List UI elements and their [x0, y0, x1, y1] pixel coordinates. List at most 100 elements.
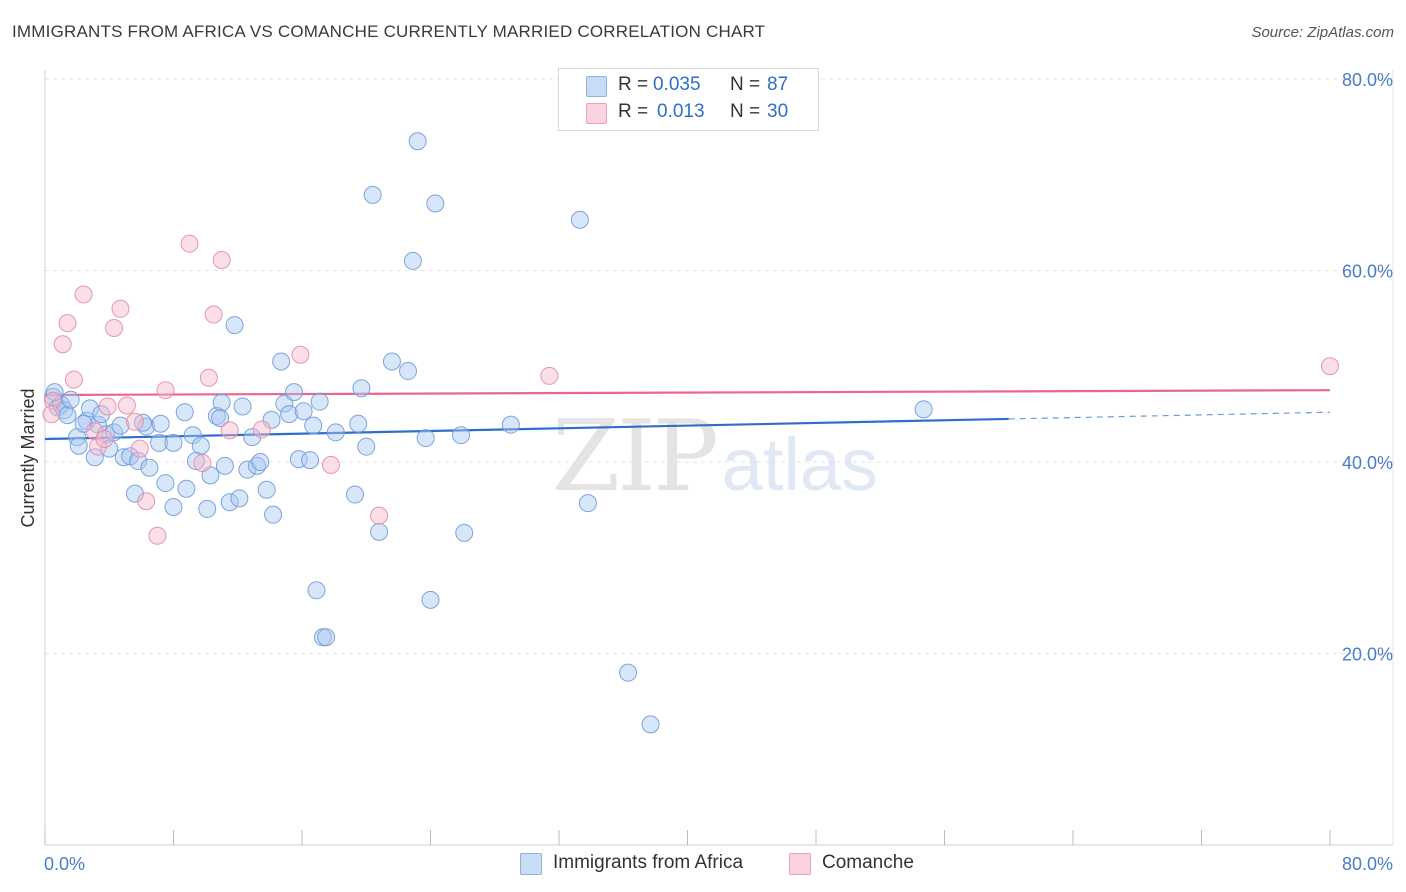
y-tick-label: 20.0% — [1342, 645, 1393, 665]
comanche-point — [193, 453, 212, 472]
bottom-legend-swatch-africa — [520, 853, 542, 875]
africa-point — [215, 456, 234, 475]
africa-point — [80, 399, 99, 418]
africa-point — [408, 132, 427, 151]
africa-point — [641, 715, 660, 734]
legend-r-label: R = — [618, 74, 649, 95]
africa-point — [264, 505, 283, 524]
africa-point — [211, 408, 230, 427]
africa-point — [304, 416, 323, 435]
africa-point — [399, 362, 418, 381]
comanche-point — [291, 345, 310, 364]
africa-point — [501, 415, 520, 434]
comanche-trend-line — [44, 389, 1331, 397]
africa-point — [114, 448, 133, 467]
africa-point — [151, 414, 170, 433]
africa-point — [403, 251, 422, 270]
africa-point — [207, 407, 226, 426]
africa-point — [426, 194, 445, 213]
africa-point — [257, 480, 276, 499]
africa-point — [92, 405, 111, 424]
x-tick-label-min: 0.0% — [44, 854, 85, 874]
comanche-point — [89, 437, 108, 456]
legend-r-label: R = — [618, 101, 649, 122]
points-layer — [42, 132, 1339, 734]
comanche-point — [42, 405, 61, 424]
comanche-point — [1321, 357, 1339, 376]
legend-r-value: 0.013 — [657, 101, 705, 122]
legend-swatch-comanche — [586, 103, 607, 124]
comanche-point — [370, 506, 389, 525]
comanche-point — [125, 412, 144, 431]
comanche-point — [95, 430, 114, 449]
legend-n-label: N = — [730, 74, 761, 95]
comanche-point — [85, 422, 104, 441]
africa-point — [416, 429, 435, 448]
comanche-point — [58, 314, 77, 333]
comanche-point — [137, 492, 156, 511]
comanche-point — [53, 335, 72, 354]
comanche-point — [321, 455, 340, 474]
africa-point — [262, 410, 281, 429]
comanche-point — [180, 234, 199, 253]
africa-point — [578, 494, 597, 513]
africa-point — [421, 590, 440, 609]
africa-point — [175, 403, 194, 422]
africa-point — [363, 185, 382, 204]
legend-r-value: 0.035 — [653, 74, 701, 95]
trend-layer — [44, 389, 1331, 441]
africa-point — [233, 397, 252, 416]
legend-n-value: 30 — [767, 101, 789, 122]
africa-point — [570, 210, 589, 229]
africa-point — [156, 474, 175, 493]
bottom-legend-label-comanche: Comanche — [822, 852, 914, 873]
legend-row-africa: R = 0.035 N = 87 — [559, 74, 818, 100]
y-tick-label: 40.0% — [1342, 453, 1393, 473]
africa-point — [164, 498, 183, 517]
africa-point — [61, 390, 80, 409]
africa-point — [85, 448, 104, 467]
comanche-point — [64, 370, 83, 389]
africa-point — [346, 485, 365, 504]
africa-point — [317, 628, 336, 647]
africa-point — [177, 479, 196, 498]
source-attribution: Source: ZipAtlas.com — [1251, 24, 1394, 41]
africa-point — [301, 451, 320, 470]
africa-point — [69, 436, 88, 455]
africa-point — [225, 316, 244, 335]
africa-point — [198, 499, 217, 518]
africa-point — [370, 522, 389, 541]
comanche-point — [117, 396, 136, 415]
africa-point — [111, 416, 130, 435]
comanche-point — [130, 439, 149, 458]
africa-point — [191, 436, 210, 455]
comanche-point — [148, 526, 167, 545]
y-tick-label: 60.0% — [1342, 262, 1393, 282]
africa-point — [326, 423, 345, 442]
africa-point — [284, 383, 303, 402]
africa-point — [382, 352, 401, 371]
africa-point — [251, 453, 270, 471]
africa-point — [294, 402, 313, 421]
label-layer: 20.0% 40.0% 60.0% 80.0% 0.0% 80.0% Currently M… — [18, 70, 1393, 874]
y-axis-label: Currently Married — [18, 388, 38, 527]
bottom-legend-label-africa: Immigrants from Africa — [553, 852, 744, 873]
africa-trend-extension — [1008, 411, 1331, 420]
comanche-point — [540, 366, 559, 385]
africa-point — [100, 439, 119, 458]
africa-point — [914, 400, 933, 419]
africa-point — [105, 423, 124, 442]
africa-point — [275, 394, 294, 413]
africa-point — [186, 452, 205, 471]
africa-point — [230, 489, 249, 508]
africa-point — [452, 426, 471, 445]
africa-point — [349, 414, 368, 433]
comanche-point — [44, 391, 63, 410]
africa-point — [357, 437, 376, 456]
africa-point — [619, 663, 638, 682]
africa-point — [310, 392, 329, 411]
africa-point — [164, 433, 183, 452]
africa-point — [212, 393, 231, 412]
legend-swatch-africa — [586, 76, 607, 97]
